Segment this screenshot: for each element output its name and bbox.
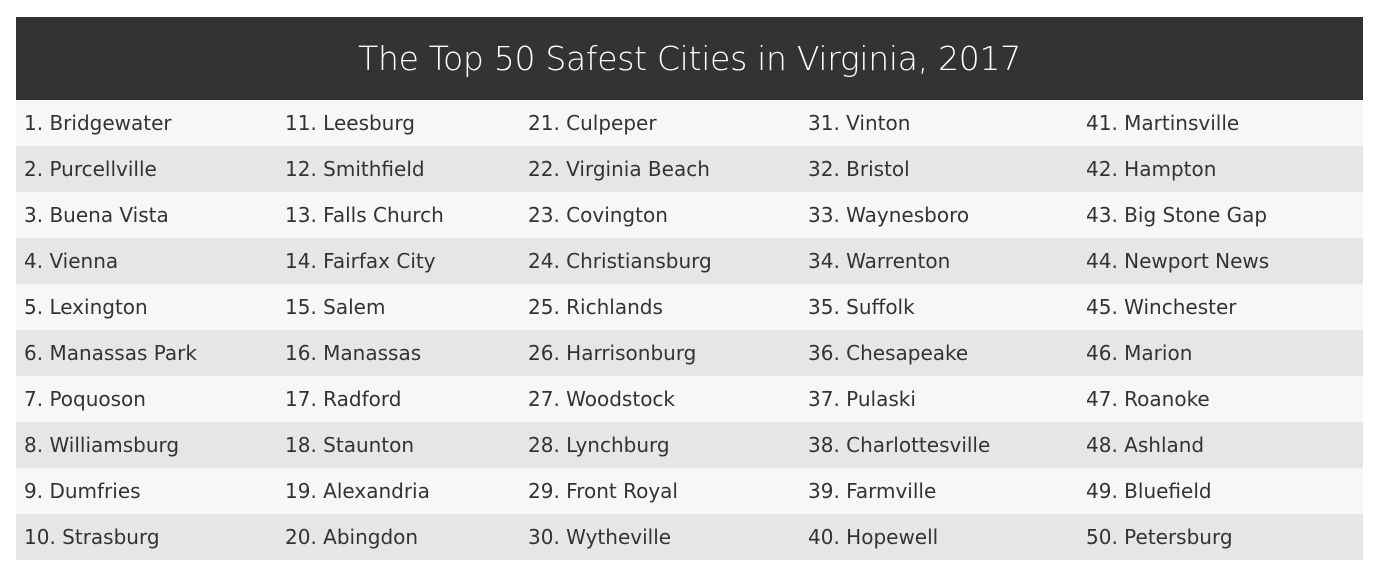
city-cell: 33. Waynesboro — [800, 192, 1078, 238]
cities-table-body: 1. Bridgewater 11. Leesburg 21. Culpeper 31… — [16, 100, 1363, 560]
city-cell: 26. Harrisonburg — [520, 330, 800, 376]
table-row: 8. Williamsburg 18. Staunton 28. Lynchburg… — [16, 422, 1363, 468]
table-header: The Top 50 Safest Cities in Virginia, 20… — [16, 17, 1363, 100]
city-cell: 17. Radford — [277, 376, 520, 422]
city-cell: 16. Manassas — [277, 330, 520, 376]
city-cell: 8. Williamsburg — [16, 422, 277, 468]
city-cell: 39. Farmville — [800, 468, 1078, 514]
table-row: 1. Bridgewater 11. Leesburg 21. Culpeper 31… — [16, 100, 1363, 146]
city-cell: 7. Poquoson — [16, 376, 277, 422]
table-row: 3. Buena Vista 13. Falls Church 23. Coving… — [16, 192, 1363, 238]
city-cell: 35. Suffolk — [800, 284, 1078, 330]
city-cell: 24. Christiansburg — [520, 238, 800, 284]
city-cell: 6. Manassas Park — [16, 330, 277, 376]
city-cell: 21. Culpeper — [520, 100, 800, 146]
city-cell: 42. Hampton — [1078, 146, 1363, 192]
table-row: 2. Purcellville 12. Smithfield 22. Virgini… — [16, 146, 1363, 192]
city-cell: 14. Fairfax City — [277, 238, 520, 284]
table-row: 7. Poquoson 17. Radford 27. Woodstock 37. P… — [16, 376, 1363, 422]
city-cell: 30. Wytheville — [520, 514, 800, 560]
city-cell: 27. Woodstock — [520, 376, 800, 422]
city-cell: 22. Virginia Beach — [520, 146, 800, 192]
city-cell: 38. Charlottesville — [800, 422, 1078, 468]
cities-table-container: The Top 50 Safest Cities in Virginia, 20… — [16, 17, 1363, 560]
city-cell: 34. Warrenton — [800, 238, 1078, 284]
city-cell: 19. Alexandria — [277, 468, 520, 514]
city-cell: 32. Bristol — [800, 146, 1078, 192]
city-cell: 46. Marion — [1078, 330, 1363, 376]
table-row: 9. Dumfries 19. Alexandria 29. Front Royal… — [16, 468, 1363, 514]
city-cell: 31. Vinton — [800, 100, 1078, 146]
city-cell: 18. Staunton — [277, 422, 520, 468]
city-cell: 20. Abingdon — [277, 514, 520, 560]
table-row: 5. Lexington 15. Salem 25. Richlands 35. Su… — [16, 284, 1363, 330]
city-cell: 12. Smithfield — [277, 146, 520, 192]
city-cell: 2. Purcellville — [16, 146, 277, 192]
city-cell: 13. Falls Church — [277, 192, 520, 238]
city-cell: 50. Petersburg — [1078, 514, 1363, 560]
city-cell: 10. Strasburg — [16, 514, 277, 560]
city-cell: 41. Martinsville — [1078, 100, 1363, 146]
city-cell: 1. Bridgewater — [16, 100, 277, 146]
city-cell: 9. Dumfries — [16, 468, 277, 514]
city-cell: 4. Vienna — [16, 238, 277, 284]
city-cell: 37. Pulaski — [800, 376, 1078, 422]
city-cell: 23. Covington — [520, 192, 800, 238]
city-cell: 49. Bluefield — [1078, 468, 1363, 514]
city-cell: 25. Richlands — [520, 284, 800, 330]
city-cell: 29. Front Royal — [520, 468, 800, 514]
city-cell: 47. Roanoke — [1078, 376, 1363, 422]
city-cell: 40. Hopewell — [800, 514, 1078, 560]
table-row: 6. Manassas Park 16. Manassas 26. Harrison… — [16, 330, 1363, 376]
city-cell: 11. Leesburg — [277, 100, 520, 146]
city-cell: 15. Salem — [277, 284, 520, 330]
city-cell: 28. Lynchburg — [520, 422, 800, 468]
city-cell: 5. Lexington — [16, 284, 277, 330]
table-row: 4. Vienna 14. Fairfax City 24. Christiansb… — [16, 238, 1363, 284]
city-cell: 45. Winchester — [1078, 284, 1363, 330]
table-title: The Top 50 Safest Cities in Virginia, 20… — [358, 39, 1021, 78]
city-cell: 43. Big Stone Gap — [1078, 192, 1363, 238]
table-row: 10. Strasburg 20. Abingdon 30. Wytheville 4… — [16, 514, 1363, 560]
city-cell: 48. Ashland — [1078, 422, 1363, 468]
city-cell: 36. Chesapeake — [800, 330, 1078, 376]
cities-table: 1. Bridgewater 11. Leesburg 21. Culpeper 31… — [16, 100, 1363, 560]
city-cell: 44. Newport News — [1078, 238, 1363, 284]
city-cell: 3. Buena Vista — [16, 192, 277, 238]
